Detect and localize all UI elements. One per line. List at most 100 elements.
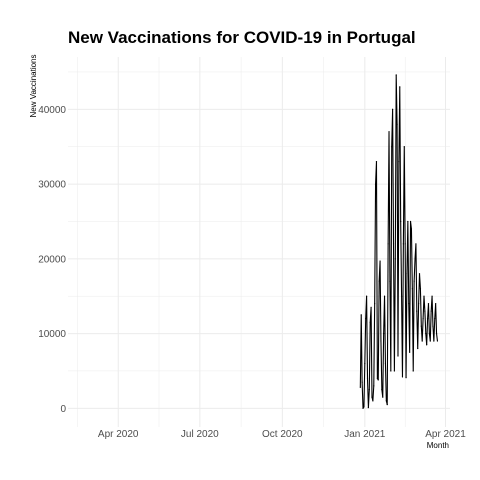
data-point [374, 303, 376, 305]
data-point [404, 243, 406, 245]
gridlines [68, 57, 450, 427]
data-point [400, 295, 403, 297]
data-point [435, 303, 437, 305]
data-point [422, 318, 424, 320]
x-axis-label: Month [427, 441, 449, 450]
y-tick-labels: 0 10000 20000 30000 40000 [38, 105, 66, 415]
data-points [359, 74, 439, 409]
x-tick-label: Apr 2020 [98, 429, 139, 440]
data-point [369, 321, 371, 323]
data-point [371, 396, 373, 398]
x-tick-label: Jan 2021 [344, 429, 386, 440]
data-point [372, 400, 374, 402]
data-point [403, 146, 405, 148]
data-point [389, 280, 391, 282]
data-point [434, 318, 436, 320]
data-point [414, 258, 416, 260]
data-point [398, 161, 400, 163]
data-point [379, 260, 381, 262]
data-point [392, 243, 395, 245]
series-line [359, 74, 438, 409]
data-point [396, 123, 398, 125]
y-tick-label: 20000 [38, 254, 66, 265]
data-point [366, 295, 368, 297]
data-point [412, 370, 414, 372]
data-point [408, 303, 410, 305]
data-point [393, 370, 396, 372]
data-point [418, 303, 420, 305]
data-point [383, 295, 386, 297]
data-point [423, 295, 425, 297]
data-point [363, 406, 365, 408]
data-point [359, 386, 361, 388]
data-point [373, 385, 375, 387]
data-point [411, 288, 413, 290]
data-point [425, 332, 427, 335]
data-point [367, 406, 369, 409]
data-point [432, 325, 434, 327]
data-point [364, 362, 366, 365]
data-point [391, 146, 393, 148]
data-point [376, 377, 378, 380]
y-axis-label: New Vaccinations [29, 55, 38, 118]
data-point [365, 318, 367, 320]
data-point [381, 389, 383, 391]
data-point [382, 396, 384, 398]
data-point [433, 340, 435, 342]
data-point [424, 310, 426, 312]
data-point [415, 243, 417, 245]
data-point [384, 362, 387, 365]
data-point [375, 161, 378, 163]
data-point [426, 318, 429, 320]
y-tick-label: 10000 [38, 329, 66, 340]
data-point [388, 131, 390, 133]
data-point [405, 377, 407, 379]
data-point [386, 403, 388, 406]
data-point [409, 220, 412, 223]
data-point [416, 310, 418, 312]
x-tick-labels: Apr 2020 Jul 2020 Oct 2020 Jan 2021 Apr 2021 [98, 429, 466, 440]
data-point [385, 400, 387, 402]
data-point [421, 340, 423, 342]
data-point [427, 303, 430, 305]
data-point [370, 306, 372, 309]
data-point [420, 325, 422, 327]
data-point [366, 377, 369, 380]
x-tick-label: Apr 2021 [425, 429, 466, 440]
data-point [397, 355, 399, 357]
data-point [378, 280, 380, 282]
data-point [418, 273, 421, 275]
y-tick-label: 30000 [38, 180, 66, 191]
data-point [360, 314, 362, 316]
data-point [399, 86, 401, 88]
data-point [430, 310, 432, 312]
data-point [395, 74, 397, 76]
data-point [400, 220, 402, 223]
y-tick-label: 0 [60, 404, 66, 415]
data-point [436, 340, 439, 342]
data-point [409, 351, 411, 353]
x-tick-label: Oct 2020 [262, 429, 303, 440]
data-point [431, 295, 433, 297]
data-point [402, 243, 404, 245]
data-point [377, 379, 379, 381]
data-point [406, 273, 408, 275]
data-point [413, 280, 415, 282]
data-point [362, 407, 364, 409]
data-point [428, 332, 430, 335]
x-tick-label: Jul 2020 [181, 429, 219, 440]
data-point [410, 228, 413, 230]
chart-title: New Vaccinations for COVID-19 in Portuga… [68, 28, 416, 47]
data-point [361, 381, 363, 383]
data-point [429, 340, 431, 342]
data-point [380, 340, 382, 342]
data-point [374, 183, 377, 185]
data-point [407, 220, 409, 223]
data-point [390, 370, 392, 372]
y-tick-label: 40000 [38, 105, 66, 116]
data-point [401, 376, 404, 378]
data-point [383, 332, 385, 335]
data-point [419, 288, 422, 290]
data-point [394, 258, 396, 260]
